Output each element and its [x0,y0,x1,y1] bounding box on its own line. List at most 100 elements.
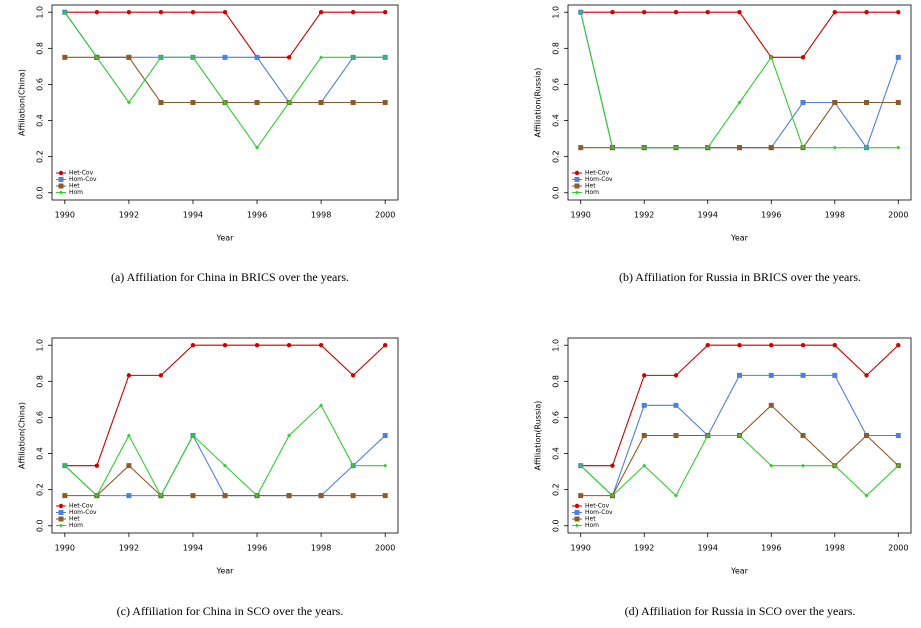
point [350,373,356,378]
point [769,463,774,468]
x-tick-label: 1990 [571,544,591,553]
point [673,493,678,498]
point [705,343,710,348]
point [350,10,356,15]
x-tick-label: 1992 [119,211,139,220]
point [574,170,580,176]
series-line [580,12,899,149]
point [642,145,647,150]
y-tick-label: 0.2 [552,483,561,496]
caption: (c) Affiliation for China in SCO over th… [117,604,344,618]
legend-label: Het [69,183,80,190]
legend-label: Het [585,516,596,523]
y-tick-label: 0.2 [36,483,45,496]
point [255,145,260,150]
point [222,54,228,60]
point [58,516,64,522]
point [62,54,68,60]
point [190,10,196,15]
x-tick-label: 2000 [888,211,908,220]
y-axis-label: Affiliation(Russia) [534,401,543,471]
point [58,177,64,182]
point [864,145,869,150]
y-tick-label: 0.0 [552,186,561,199]
point [126,373,132,378]
point [895,54,901,60]
y-axis-label: Affiliation(China) [18,402,27,469]
point [126,463,132,469]
point [642,373,647,378]
point [158,493,163,498]
point [832,145,837,150]
y-tick-label: 0.6 [36,78,45,91]
point [896,343,901,348]
point [737,343,742,348]
point [94,10,100,15]
y-tick-label: 0.2 [36,150,45,163]
x-tick-label: 1998 [825,544,845,553]
point [800,55,806,60]
point [895,433,901,438]
point [769,343,774,348]
point [578,493,584,499]
point [318,10,324,15]
point [158,55,163,60]
point [769,55,774,60]
y-tick-label: 0.8 [552,375,561,388]
point [610,493,615,498]
x-tick-label: 1996 [761,544,781,553]
point [673,10,679,15]
caption: (b) Affiliation for Russia in BRICS over… [619,270,861,284]
point [254,54,260,60]
point [382,433,388,438]
legend-label: Hom-Cov [69,176,97,183]
point [864,10,869,15]
point [673,433,679,438]
point [574,516,580,522]
point [768,372,774,378]
y-tick-label: 0.4 [36,447,45,460]
point [255,493,260,498]
y-tick-label: 0.4 [552,447,561,460]
point [383,55,388,60]
x-tick-label: 1992 [119,544,139,553]
point [223,463,227,468]
x-axis-label: Year [730,234,749,243]
x-axis-label: Year [216,567,235,576]
plot-frame [51,337,399,534]
point [126,100,131,105]
point [832,463,837,468]
chart-panel: 1990 1992 1994 1996 1998 2000 0.0 0.2 0.4 0.6 0.8 1… [18,4,399,284]
y-axis-label: Affiliation(China) [18,69,27,136]
legend-label: Het-Cov [585,503,610,510]
point [351,463,356,468]
point [578,463,583,468]
y-tick-label: 1.0 [552,339,561,352]
point [864,100,870,105]
point [126,433,131,438]
y-tick-label: 0.8 [552,42,561,55]
point [350,100,356,105]
point [222,10,228,15]
point [574,177,580,182]
y-tick-label: 0.0 [36,186,45,199]
point [254,100,260,105]
legend-label: Hom [585,522,599,529]
point [800,343,806,348]
x-tick-label: 1990 [55,211,75,220]
point [94,55,99,60]
point [190,343,196,348]
point [383,463,388,468]
point [190,55,195,60]
legend-label: Hom [69,522,83,529]
caption: (a) Affiliation for China in BRICS over … [111,270,349,284]
y-tick-label: 1.0 [552,6,561,19]
chart-panel: 1990 1992 1994 1996 1998 2000 0.0 0.2 0.4 0.6 0.8 1… [534,4,912,284]
point [318,493,324,499]
series-line [580,11,899,58]
point [574,510,580,515]
x-tick-label: 1994 [183,544,203,553]
point [126,493,132,499]
point [896,463,901,468]
x-tick-label: 1998 [311,211,331,220]
